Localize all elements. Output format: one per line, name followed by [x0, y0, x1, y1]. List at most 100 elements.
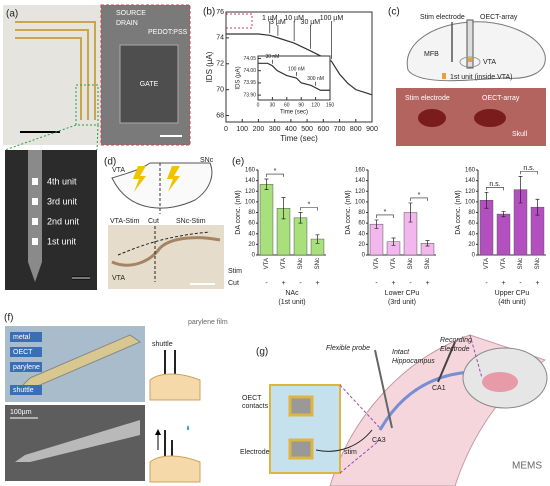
error-bar — [501, 211, 506, 218]
cut-label: - — [485, 280, 488, 287]
y-tick-label: 140 — [465, 178, 476, 184]
unit-pad — [32, 238, 38, 245]
label: Stim electrode — [405, 95, 450, 102]
x-axis-sublabel: (3rd unit) — [388, 299, 416, 306]
unit-label: 3rd unit — [47, 196, 78, 206]
y-tick-label: 80 — [358, 210, 365, 216]
x-axis-label: NAc — [285, 290, 299, 297]
label: Flexible probe — [326, 345, 370, 352]
series-line — [226, 33, 373, 96]
ca-field — [378, 370, 471, 431]
x-tick-label: 900 — [366, 126, 378, 133]
histology-photo — [108, 225, 224, 289]
zoom-line — [4, 124, 77, 151]
label: CA3 — [372, 437, 386, 444]
bar — [496, 213, 511, 256]
tag-label: parylene — [13, 364, 40, 371]
unit-label: 4th unit — [47, 176, 77, 186]
craniotomy — [474, 109, 506, 127]
x-tick-label: 300 — [269, 126, 281, 133]
y-tick-label: 160 — [355, 168, 366, 174]
y-tick-label: 74.05 — [243, 56, 256, 62]
droplet — [186, 425, 190, 431]
bar — [259, 184, 274, 256]
probe — [15, 420, 140, 462]
y-tick-label: 160 — [245, 168, 256, 174]
unit-photo — [5, 150, 97, 290]
y-tick-label: 60 — [248, 221, 255, 227]
label: contacts — [242, 403, 269, 410]
y-tick-label: 100 — [245, 199, 256, 205]
x-tick-label: 700 — [334, 126, 346, 133]
annotation: 30 µM — [301, 19, 321, 26]
significance-label: * — [384, 209, 387, 216]
cut-label: - — [409, 280, 412, 287]
y-axis-label: DA conc. (nM) — [455, 190, 462, 234]
cut-label: + — [315, 280, 319, 287]
significance-bracket — [520, 171, 538, 175]
x-tick-label: SNc — [425, 258, 431, 269]
y-tick-label: 60 — [358, 221, 365, 227]
y-tick-label: 100 — [465, 199, 476, 205]
panel-label: (a) — [6, 9, 18, 20]
plot-frame — [257, 55, 331, 101]
y-tick-label: 40 — [358, 231, 365, 237]
x-tick-label: 0 — [257, 102, 260, 108]
annotation: 10 µM — [284, 15, 304, 22]
x-tick-label: 90 — [298, 102, 304, 108]
annotation: 3 µM — [270, 19, 286, 26]
label: MFB — [424, 51, 439, 58]
label: Hippocampus — [392, 358, 435, 365]
x-tick-label: VTA — [484, 258, 490, 269]
panel-label: (e) — [232, 157, 244, 168]
y-tick-label: 120 — [245, 189, 256, 195]
annotation: 30 nM — [265, 54, 279, 60]
cut-label: - — [299, 280, 302, 287]
y-tick-label: 80 — [248, 210, 255, 216]
legend-swatch — [442, 73, 446, 79]
tag — [10, 347, 42, 357]
significance-bracket — [486, 187, 504, 191]
label: OECT-array — [480, 14, 518, 21]
oect-array — [466, 19, 474, 69]
zoom-box — [75, 84, 99, 126]
x-tick-label: SNc — [535, 258, 541, 269]
flexible-probe — [374, 349, 393, 429]
x-tick-label: 150 — [326, 102, 335, 108]
cut-label: - — [375, 280, 378, 287]
stain — [111, 236, 221, 267]
error-bar — [264, 178, 269, 191]
x-tick-label: VTA — [391, 258, 397, 269]
y-tick-label: 140 — [245, 178, 256, 184]
probe — [28, 150, 42, 282]
label: Stim electrode — [420, 14, 465, 21]
y-tick-label: 0 — [362, 253, 366, 259]
x-tick-label: SNc — [315, 258, 321, 269]
stim-bolt — [167, 166, 180, 192]
error-bar — [374, 219, 379, 229]
error-bar — [535, 198, 540, 216]
label: PEDOT:PSS — [148, 29, 188, 36]
significance-label: * — [308, 201, 311, 208]
recording-electrode — [437, 341, 456, 383]
zoom-line — [339, 439, 381, 474]
y-tick-label: 160 — [465, 168, 476, 174]
electrode-pad — [288, 438, 314, 460]
y-tick-label: 76 — [216, 9, 224, 16]
x-tick-label: VTA — [501, 258, 507, 269]
tag — [10, 385, 42, 395]
label: SNc-Stim — [176, 218, 206, 225]
label: DRAIN — [116, 20, 138, 27]
label: VTA — [483, 59, 496, 66]
outline — [117, 231, 211, 256]
significance-label: * — [274, 168, 277, 175]
y-tick-label: 72 — [216, 61, 224, 68]
vta-region — [459, 56, 481, 68]
x-tick-label: SNc — [298, 258, 304, 269]
stim-wire — [315, 429, 373, 452]
label: VTA — [112, 275, 125, 282]
label: CA1 — [432, 385, 446, 392]
error-bar — [281, 197, 286, 220]
x-tick-label: VTA — [264, 258, 270, 269]
